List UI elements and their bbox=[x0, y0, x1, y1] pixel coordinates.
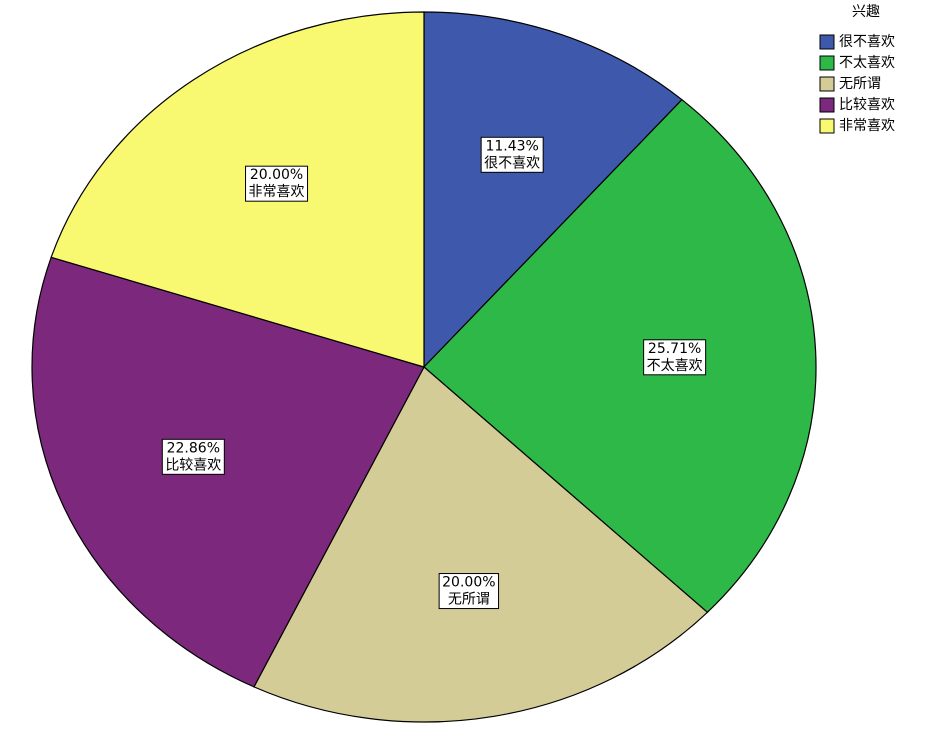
legend-label: 很不喜欢 bbox=[839, 34, 895, 50]
legend-swatch bbox=[819, 118, 835, 134]
data-label-box bbox=[161, 438, 225, 475]
data-label: 20.00%无所谓 bbox=[438, 573, 500, 610]
data-label-category: 非常喜欢 bbox=[249, 184, 305, 200]
data-label-value: 22.86% bbox=[167, 440, 220, 456]
data-label-box bbox=[480, 136, 544, 173]
data-label-box bbox=[438, 573, 500, 610]
pie-slice bbox=[50, 11, 425, 368]
legend-swatch bbox=[819, 97, 835, 113]
data-label: 22.86%比较喜欢 bbox=[161, 438, 225, 475]
data-label-category: 比较喜欢 bbox=[165, 457, 221, 473]
data-label: 20.00%非常喜欢 bbox=[245, 165, 309, 202]
data-label-box bbox=[245, 165, 309, 202]
legend-swatch bbox=[819, 76, 835, 92]
pie-slice bbox=[423, 98, 817, 614]
pie-slice bbox=[423, 11, 683, 369]
data-label-category: 不太喜欢 bbox=[647, 358, 703, 374]
data-label: 11.43%很不喜欢 bbox=[480, 136, 544, 173]
legend-label: 比较喜欢 bbox=[839, 97, 895, 113]
legend-label: 无所谓 bbox=[839, 76, 881, 92]
data-label-value: 20.00% bbox=[442, 575, 495, 591]
legend-swatch bbox=[819, 55, 835, 71]
legend-label: 非常喜欢 bbox=[839, 118, 895, 134]
pie-slice bbox=[253, 366, 709, 723]
data-label-value: 25.71% bbox=[648, 341, 701, 357]
data-label-value: 20.00% bbox=[250, 167, 303, 183]
data-label-category: 很不喜欢 bbox=[484, 155, 540, 171]
data-label: 25.71%不太喜欢 bbox=[643, 339, 707, 376]
data-label-box bbox=[643, 339, 707, 376]
pie-slice bbox=[31, 256, 425, 688]
data-label-category: 无所谓 bbox=[448, 592, 490, 608]
data-label-value: 11.43% bbox=[485, 138, 538, 154]
legend-label: 不太喜欢 bbox=[839, 55, 895, 71]
legend-title: 兴趣 bbox=[852, 4, 880, 20]
legend-swatch bbox=[819, 34, 835, 50]
